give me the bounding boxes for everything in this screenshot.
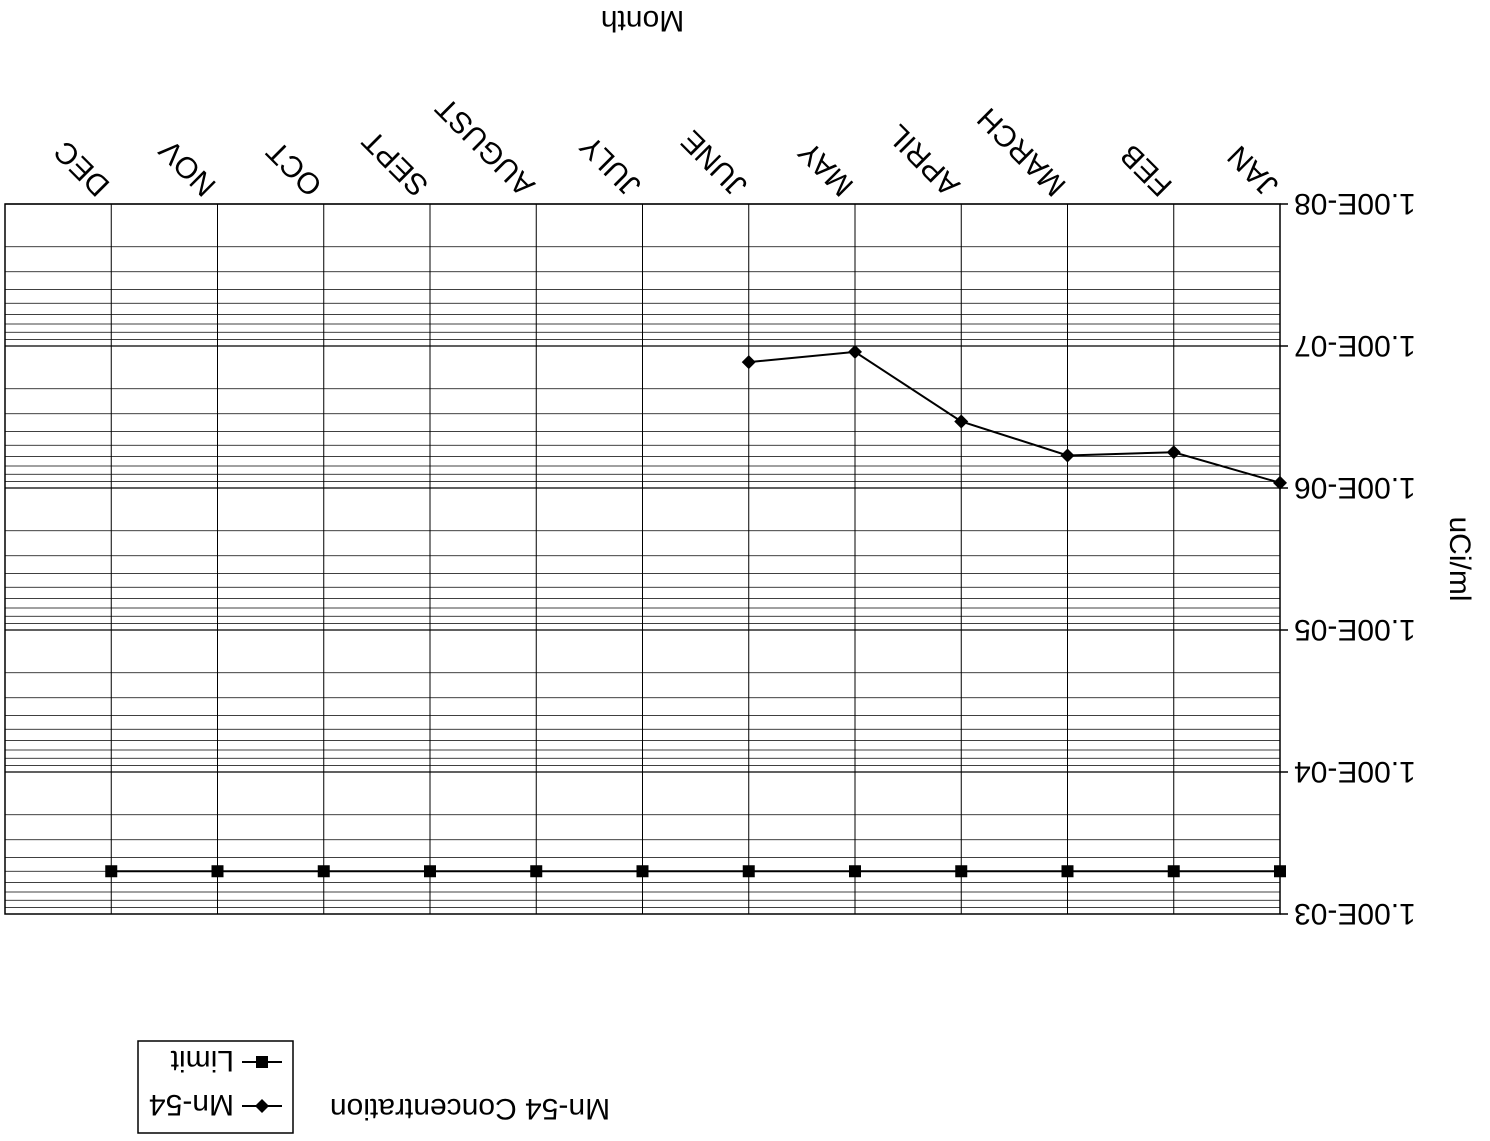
data-point-mn54 bbox=[1273, 475, 1287, 490]
data-point-mn54 bbox=[741, 355, 756, 370]
data-point-mn54 bbox=[1166, 445, 1181, 460]
x-tick-label: APRIL bbox=[882, 118, 967, 203]
data-point-limit bbox=[105, 865, 118, 878]
x-tick-label: OCT bbox=[261, 134, 329, 202]
y-tick-label: 1.00E-05 bbox=[1294, 613, 1416, 646]
data-point-limit bbox=[530, 865, 543, 878]
data-point-mn54 bbox=[1060, 448, 1075, 463]
legend-label: Mn-54 bbox=[149, 1088, 234, 1121]
data-point-limit bbox=[636, 865, 649, 878]
series-layer bbox=[105, 344, 1287, 878]
data-point-mn54 bbox=[954, 414, 969, 429]
x-tick-label: AUGUST bbox=[429, 91, 541, 203]
data-point-limit bbox=[955, 865, 968, 878]
data-point-limit bbox=[211, 865, 224, 878]
legend-items: Mn-54 Limit bbox=[149, 1044, 282, 1121]
x-tick-label: JUNE bbox=[675, 124, 754, 203]
data-point-limit bbox=[1274, 865, 1286, 878]
chart-rotated-group: 1.00E-08 1.00E-07 1.00E-06 1.00E-05 1.00E-04… bbox=[4, 4, 1476, 1134]
data-point-limit bbox=[1167, 865, 1180, 878]
x-tick-label: DEC bbox=[48, 134, 116, 202]
x-tick-label: MAY bbox=[792, 135, 860, 203]
y-tick-label: 1.00E-07 bbox=[1294, 329, 1416, 362]
chart-title: Mn-54 Concentration bbox=[330, 1092, 610, 1125]
data-point-limit bbox=[849, 865, 861, 878]
y-axis-title: uCi/ml bbox=[1443, 516, 1476, 601]
data-point-mn54 bbox=[848, 344, 862, 359]
y-tick-label: 1.00E-06 bbox=[1294, 471, 1416, 504]
x-tick-label: JULY bbox=[574, 129, 648, 203]
y-tick-labels: 1.00E-08 1.00E-07 1.00E-06 1.00E-05 1.00E-04… bbox=[1294, 187, 1416, 930]
x-tick-label: NOV bbox=[153, 133, 222, 202]
x-tick-label: FEB bbox=[1114, 138, 1179, 203]
grid-layer bbox=[5, 203, 1288, 915]
data-point-limit bbox=[1061, 865, 1074, 878]
y-tick-label: 1.00E-04 bbox=[1294, 755, 1416, 788]
series-line-mn-54 bbox=[748, 350, 1281, 484]
data-point-limit bbox=[424, 865, 436, 878]
legend: Mn-54 Limit bbox=[137, 1040, 294, 1134]
x-axis-title: Month bbox=[601, 4, 684, 37]
data-point-limit bbox=[742, 865, 755, 878]
x-tick-label: JAN bbox=[1222, 139, 1285, 202]
x-tick-label: SEPT bbox=[356, 124, 435, 203]
y-tick-label: 1.00E-08 bbox=[1294, 187, 1416, 220]
legend-marker-square bbox=[256, 1056, 268, 1068]
legend-marker-diamond bbox=[255, 1099, 269, 1113]
x-tick-label: MARCH bbox=[971, 101, 1072, 202]
data-point-limit bbox=[317, 865, 330, 878]
y-tick-label: 1.00E-03 bbox=[1294, 897, 1416, 930]
plot-frame bbox=[4, 203, 1281, 915]
legend-label: Limit bbox=[170, 1044, 234, 1077]
